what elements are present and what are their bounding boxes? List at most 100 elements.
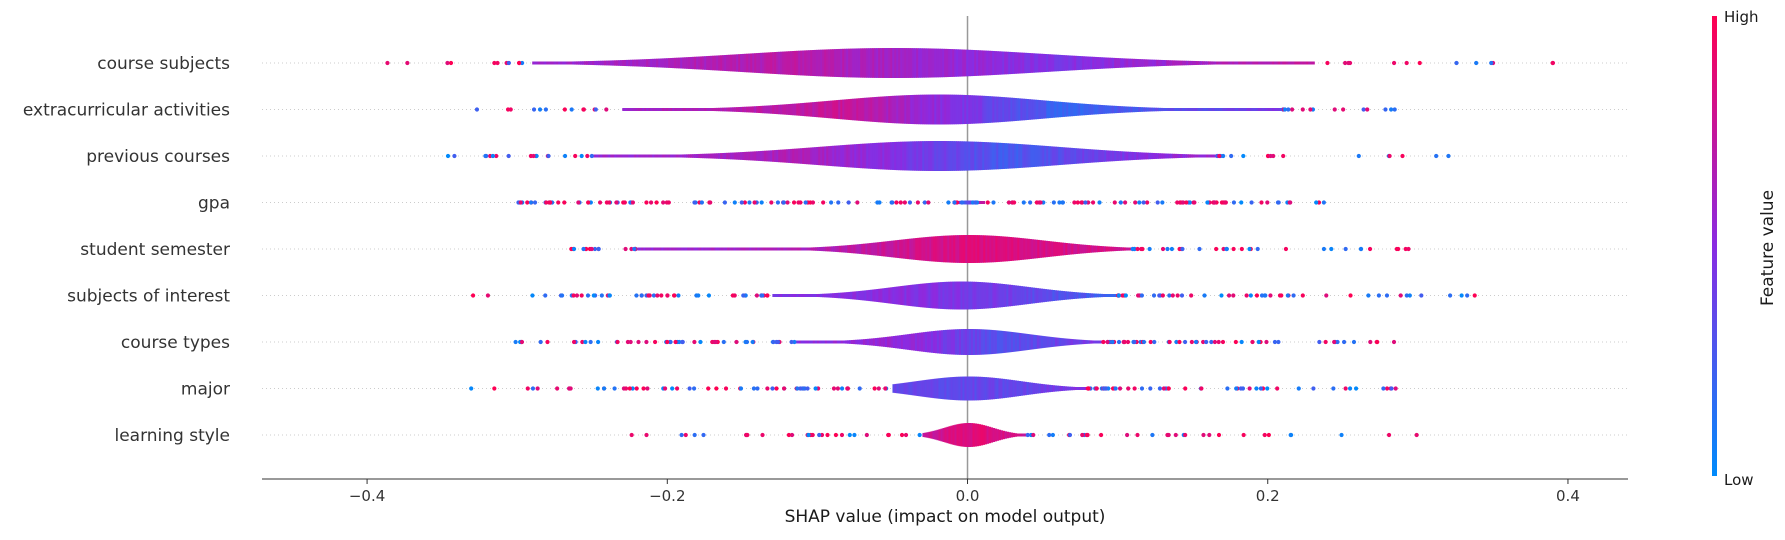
- violin-slice: [912, 48, 915, 78]
- violin-slice: [1002, 97, 1005, 122]
- violin-slice: [796, 340, 800, 344]
- violin-slice: [770, 105, 773, 114]
- violin-slice: [968, 49, 971, 77]
- violin-slice: [1186, 154, 1189, 158]
- violin-slice: [954, 329, 958, 355]
- violin-slice: [950, 377, 954, 400]
- violin-slice: [1294, 61, 1297, 65]
- violin-slice: [865, 243, 868, 255]
- violin-slice: [757, 247, 760, 251]
- violin-slice: [1020, 144, 1023, 168]
- data-point: [1083, 200, 1088, 205]
- violin-slice: [832, 293, 835, 298]
- violin-slice: [994, 51, 997, 75]
- violin-slice: [769, 247, 772, 251]
- violin-slice: [1054, 54, 1057, 72]
- violin-slice: [1062, 338, 1066, 346]
- violin-slice: [946, 141, 949, 171]
- violin-slice: [921, 237, 924, 261]
- violin-slice: [641, 247, 644, 251]
- violin-slice: [634, 59, 637, 67]
- violin-slice: [722, 55, 725, 71]
- violin-slice: [976, 329, 980, 355]
- violin-slice: [940, 377, 944, 400]
- violin-slice: [878, 96, 881, 123]
- violin-slice: [600, 154, 603, 158]
- data-point: [776, 339, 781, 345]
- violin-slice: [840, 99, 843, 120]
- violin-slice: [752, 106, 755, 113]
- data-point: [907, 200, 913, 205]
- data-point: [1165, 246, 1170, 252]
- violin-slice: [998, 330, 1002, 354]
- violin-slice: [934, 48, 937, 78]
- data-point: [683, 432, 688, 438]
- violin-slice: [897, 239, 900, 259]
- violin-slice: [788, 294, 791, 297]
- violin-slice: [988, 50, 991, 76]
- violin-slice: [900, 48, 903, 78]
- violin-slice: [1004, 51, 1007, 75]
- violin-slice: [1074, 339, 1078, 345]
- colorbar-low-label: Low: [1724, 471, 1754, 489]
- data-point: [1012, 200, 1017, 205]
- violin-slice: [888, 48, 891, 78]
- violin-slice: [904, 285, 907, 306]
- data-point: [706, 293, 712, 298]
- violin-slice: [723, 247, 726, 251]
- colorbar-gradient: [1712, 16, 1717, 476]
- violin-slice: [1196, 61, 1199, 65]
- violin-slice: [994, 96, 997, 123]
- violin-slice: [987, 235, 990, 263]
- violin-slice: [1090, 56, 1093, 70]
- violin-slice: [966, 329, 970, 355]
- violin-slice: [808, 50, 811, 76]
- violin-slice: [1110, 105, 1113, 114]
- violin-slice: [744, 53, 747, 73]
- violin-slice: [726, 152, 729, 160]
- data-point: [1148, 339, 1153, 345]
- violin-slice: [648, 108, 651, 111]
- violin-slice: [726, 107, 729, 112]
- violin-slice: [926, 48, 929, 78]
- violin-slice: [1082, 103, 1085, 116]
- violin-slice: [1080, 103, 1083, 116]
- data-point: [1288, 200, 1293, 205]
- violin-slice: [1058, 146, 1061, 166]
- violin-slice: [802, 340, 806, 344]
- data-point: [770, 386, 775, 391]
- violin-slice: [916, 381, 920, 396]
- data-point: [532, 200, 538, 205]
- violin-slice: [616, 154, 619, 158]
- violin-slice: [1086, 56, 1089, 70]
- violin-slice: [857, 244, 860, 254]
- violin-slice: [908, 333, 912, 351]
- violin-slice: [960, 329, 964, 355]
- violin-slice: [1043, 240, 1046, 258]
- violin-slice: [680, 57, 683, 69]
- violin-slice: [1244, 108, 1247, 111]
- violin-slice: [1058, 54, 1061, 72]
- violin-slice: [1248, 108, 1251, 111]
- violin-slice: [1152, 152, 1155, 160]
- data-point: [1160, 246, 1166, 252]
- violin-slice: [912, 94, 915, 125]
- violin-slice: [546, 61, 549, 65]
- data-point: [828, 200, 834, 205]
- violin-slice: [1192, 60, 1195, 66]
- violin-slice: [842, 340, 846, 344]
- violin-slice: [724, 152, 727, 160]
- violin-slice: [640, 59, 643, 67]
- violin-slice: [827, 246, 830, 252]
- violin-slice: [1036, 99, 1039, 120]
- violin-slice: [1152, 107, 1155, 112]
- data-point: [555, 386, 560, 391]
- violin-slice: [858, 339, 862, 345]
- violin-slice: [630, 59, 633, 67]
- violin-slice: [614, 60, 617, 66]
- violin-slice: [898, 48, 901, 78]
- violin-slice: [1067, 243, 1070, 255]
- violin-slice: [1024, 333, 1028, 351]
- data-point: [535, 386, 540, 391]
- data-point: [696, 293, 701, 298]
